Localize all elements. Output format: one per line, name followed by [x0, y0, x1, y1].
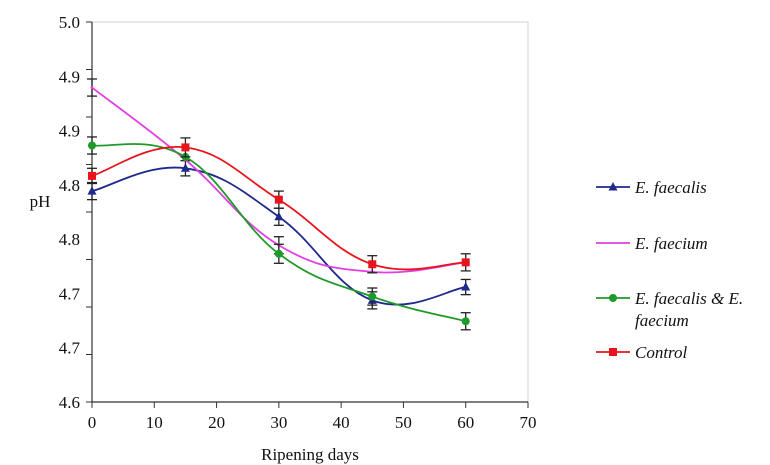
x-tick-label: 30	[270, 413, 287, 432]
y-tick-label: 4.9	[59, 122, 80, 141]
y-tick-label: 4.9	[59, 67, 80, 86]
legend-label: E. faecium	[634, 234, 708, 253]
x-tick-label: 10	[146, 413, 163, 432]
legend-label: E. faecalis & E.	[634, 289, 743, 308]
data-point	[274, 249, 283, 258]
legend: E. faecalis E. faecium E. faecalis & E. fae…	[596, 178, 743, 362]
data-point	[461, 282, 471, 291]
data-point	[461, 258, 470, 267]
y-tick-label: 4.7	[59, 284, 81, 303]
x-tick-label: 20	[208, 413, 225, 432]
data-point	[90, 86, 94, 90]
legend-label: Control	[635, 343, 688, 362]
data-point	[368, 292, 377, 301]
x-tick-label: 50	[395, 413, 412, 432]
data-point	[88, 171, 96, 180]
series-line	[91, 86, 466, 274]
legend-marker	[609, 348, 617, 356]
data-point	[180, 163, 190, 172]
y-tick-label: 4.8	[59, 176, 80, 195]
series-3	[87, 137, 471, 274]
y-tick-label: 4.8	[59, 230, 80, 249]
x-tick-label: 40	[333, 413, 350, 432]
y-tick-label: 4.7	[59, 339, 81, 358]
data-point	[274, 195, 283, 204]
x-tick-label: 0	[88, 413, 97, 432]
legend-label: faecium	[635, 311, 689, 330]
legend-marker	[608, 182, 618, 191]
data-point	[87, 186, 97, 195]
y-tick-label: 5.0	[59, 13, 80, 32]
series-2	[87, 136, 471, 331]
series-layer	[87, 78, 471, 331]
y-axis-title: pH	[30, 192, 51, 211]
x-axis-title: Ripening days	[261, 445, 359, 464]
legend-marker	[609, 294, 617, 302]
data-point	[274, 211, 284, 221]
y-tick-label: 4.6	[59, 393, 80, 412]
y-axis-ticks: 4.6 4.7 4.7 4.8 4.8 4.9 4.9 5.0	[59, 13, 92, 412]
data-point	[88, 141, 96, 150]
series-0	[87, 160, 471, 310]
x-tick-label: 70	[520, 413, 537, 432]
data-point	[181, 143, 190, 152]
plot-area-border	[91, 21, 529, 403]
legend-label: E. faecalis	[634, 178, 707, 197]
data-point	[461, 317, 470, 326]
x-axis-ticks: 0 10 20 30 40 50 60 70	[88, 402, 537, 432]
data-point	[368, 260, 377, 269]
x-tick-label: 60	[457, 413, 474, 432]
